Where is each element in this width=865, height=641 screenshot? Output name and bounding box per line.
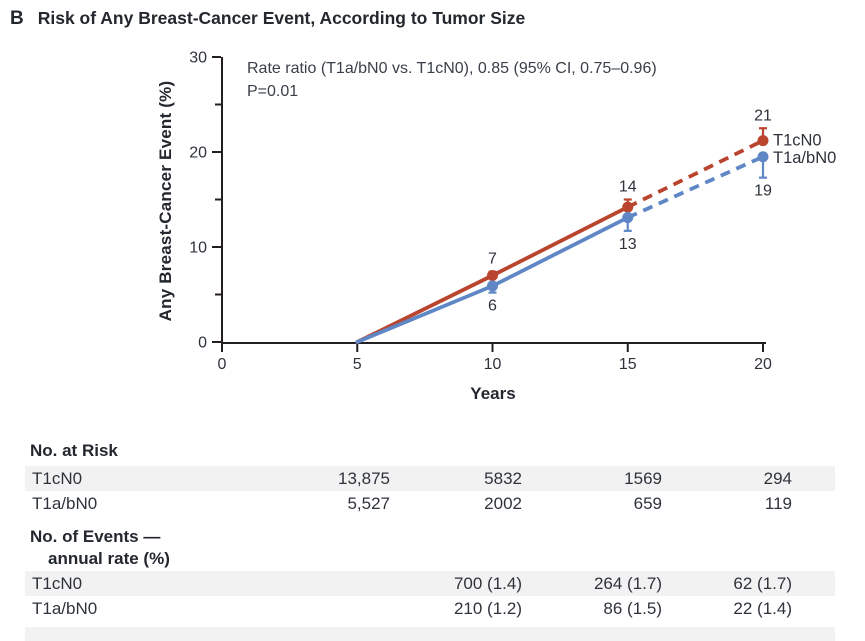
x-tick-label: 0 bbox=[218, 356, 227, 373]
x-axis-title: Years bbox=[470, 384, 516, 403]
table-cell: 119 bbox=[764, 494, 792, 513]
y-tick-label: 30 bbox=[189, 50, 207, 67]
x-tick-label: 10 bbox=[484, 356, 502, 373]
bottom-partial-stripe bbox=[25, 627, 835, 641]
point-label: 19 bbox=[754, 183, 772, 200]
events-header-line1: No. of Events — bbox=[30, 527, 161, 546]
point-label: 14 bbox=[619, 179, 637, 196]
x-tick-label: 15 bbox=[619, 356, 637, 373]
events-table: T1cN0 700 (1.4) 264 (1.7) 62 (1.7) T1a/bN0 21… bbox=[25, 571, 835, 621]
series-label-T1a/bN0: T1a/bN0 bbox=[773, 149, 836, 167]
at-risk-table: T1cN0 13,875 5832 1569 294 T1a/bN0 5,527 2002 65… bbox=[25, 466, 835, 516]
data-point-T1a/bN0 bbox=[757, 151, 769, 163]
events-row-T1a/bN0: T1a/bN0 210 (1.2) 86 (1.5) 22 (1.4) bbox=[25, 596, 835, 621]
table-cell: 700 (1.4) bbox=[453, 574, 522, 593]
series-dashed-line-T1cN0 bbox=[626, 138, 764, 209]
data-point-T1a/bN0 bbox=[622, 212, 634, 224]
table-cell: 294 bbox=[763, 469, 792, 488]
row-label: T1cN0 bbox=[32, 574, 83, 593]
data-point-T1cN0 bbox=[622, 201, 634, 213]
table-cell: 264 (1.7) bbox=[593, 574, 662, 593]
table-cell: 210 (1.2) bbox=[453, 599, 522, 618]
row-label: T1a/bN0 bbox=[32, 494, 98, 513]
at-risk-row-T1a/bN0: T1a/bN0 5,527 2002 659 119 bbox=[25, 491, 835, 516]
row-label: T1cN0 bbox=[32, 469, 83, 488]
y-tick-label: 20 bbox=[189, 145, 207, 162]
x-tick-label: 20 bbox=[754, 356, 772, 373]
panel-letter: B bbox=[10, 8, 24, 29]
row-label: T1a/bN0 bbox=[32, 599, 98, 618]
point-label: 7 bbox=[488, 251, 497, 268]
data-point-T1a/bN0 bbox=[487, 280, 498, 292]
x-tick-label: 5 bbox=[353, 356, 362, 373]
point-label: 21 bbox=[754, 107, 772, 124]
table-cell: 5832 bbox=[484, 469, 522, 488]
table-cell: 659 bbox=[633, 494, 662, 513]
table-cell bbox=[140, 596, 390, 621]
table-cell: 1569 bbox=[624, 469, 662, 488]
y-axis-title: Any Breast-Cancer Event (%) bbox=[156, 80, 175, 322]
table-cell: 5,527 bbox=[347, 494, 390, 513]
point-label: 6 bbox=[488, 298, 497, 315]
events-row-T1cN0: T1cN0 700 (1.4) 264 (1.7) 62 (1.7) bbox=[25, 571, 835, 596]
table-cell: 86 (1.5) bbox=[603, 599, 662, 618]
data-point-T1cN0 bbox=[487, 270, 498, 281]
series-label-T1cN0: T1cN0 bbox=[773, 132, 822, 150]
table-cell: 13,875 bbox=[338, 469, 390, 488]
data-point-T1cN0 bbox=[757, 135, 769, 147]
panel-header: B Risk of Any Breast-Cancer Event, Accor… bbox=[10, 8, 525, 30]
chart-annotation: Rate ratio (T1a/bN0 vs. T1cN0), 0.85 (95… bbox=[247, 57, 657, 103]
annotation-p-value: P=0.01 bbox=[247, 83, 299, 100]
table-cell: 22 (1.4) bbox=[733, 599, 792, 618]
table-cell: 62 (1.7) bbox=[733, 574, 792, 593]
at-risk-header: No. at Risk bbox=[30, 441, 118, 460]
y-tick-label: 0 bbox=[198, 335, 207, 352]
series-dashed-line-T1a/bN0 bbox=[626, 155, 764, 220]
table-cell bbox=[140, 571, 390, 596]
at-risk-row-T1cN0: T1cN0 13,875 5832 1569 294 bbox=[25, 466, 835, 491]
table-cell: 2002 bbox=[484, 494, 522, 513]
events-header-line2: annual rate (%) bbox=[48, 549, 170, 568]
panel-title: Risk of Any Breast-Cancer Event, Accordi… bbox=[37, 8, 526, 28]
point-label: 13 bbox=[619, 236, 637, 253]
annotation-rate-ratio: Rate ratio (T1a/bN0 vs. T1cN0), 0.85 (95… bbox=[247, 60, 657, 77]
y-tick-label: 10 bbox=[189, 240, 207, 257]
